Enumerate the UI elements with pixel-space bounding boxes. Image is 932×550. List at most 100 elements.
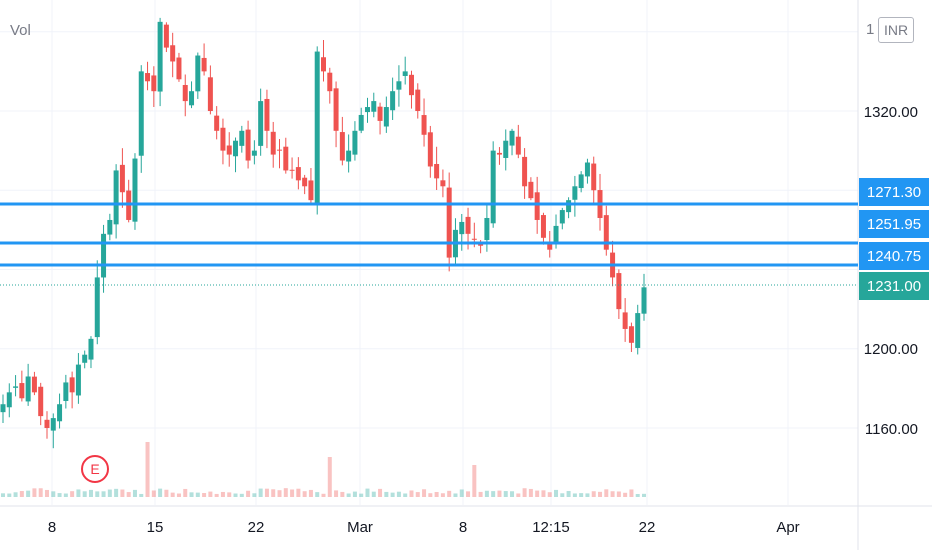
volume-bar <box>164 489 169 497</box>
candle-body <box>119 164 125 193</box>
volume-bar <box>227 492 232 497</box>
volume-bar <box>478 491 483 497</box>
volume-bar <box>151 490 156 497</box>
volume-bar <box>447 490 452 497</box>
volume-bar <box>264 488 269 497</box>
candle-body <box>358 114 364 131</box>
volume-bar <box>38 488 43 497</box>
candle-body <box>321 57 326 72</box>
volume-bar <box>283 488 288 497</box>
level-label: 1251.95 <box>867 216 921 233</box>
x-tick-label: 8 <box>459 519 467 536</box>
candle-body <box>157 21 163 92</box>
volume-bar <box>547 492 552 497</box>
volume-bar <box>220 491 225 497</box>
volume-bar <box>7 493 12 497</box>
volume-bar <box>440 493 445 497</box>
candle-body <box>94 277 100 338</box>
volume-bar <box>233 493 238 497</box>
earnings-marker-icon[interactable]: E <box>81 455 109 483</box>
volume-bar <box>195 492 200 497</box>
volume-bar <box>566 491 571 497</box>
candle-body <box>503 140 509 158</box>
volume-bar <box>19 491 24 497</box>
volume-bar <box>497 490 502 497</box>
candle-body <box>566 200 572 213</box>
volume-bar <box>340 491 345 497</box>
y-tick-label: 1320.00 <box>864 104 918 121</box>
level-label-bg <box>859 178 929 206</box>
candle-body <box>440 180 446 187</box>
candle-body <box>509 130 515 146</box>
volume-bar <box>258 488 263 497</box>
candle-body <box>132 158 138 222</box>
volume-bar <box>26 490 31 497</box>
volume-bar <box>535 490 540 497</box>
candle-body <box>446 187 452 258</box>
candle-body <box>75 364 81 396</box>
volume-label: Vol <box>10 22 31 39</box>
x-tick-label: 22 <box>248 519 265 536</box>
volume-bar <box>378 488 383 497</box>
volume-bar <box>541 490 546 497</box>
price-axis: 1160.00 1200.00 1320.00 <box>864 104 918 438</box>
volume-bar <box>1 493 5 497</box>
volume-bar <box>484 490 489 497</box>
currency-badge[interactable]: INR <box>878 17 914 43</box>
volume-bar <box>472 465 477 497</box>
volume-bar <box>371 491 376 497</box>
candle-body <box>314 51 320 205</box>
candle-body <box>88 338 94 360</box>
volume-bar <box>290 489 295 497</box>
candle-body <box>496 152 502 155</box>
candle-body <box>346 150 352 162</box>
volume-bar <box>308 489 313 497</box>
candle-body <box>195 55 201 92</box>
volume-bar <box>315 492 320 497</box>
volume-bar <box>403 493 408 497</box>
volume-bar <box>252 493 257 497</box>
volume-bar <box>107 489 112 497</box>
candle-body <box>364 107 370 113</box>
volume-bar <box>572 493 577 497</box>
candle-body <box>415 89 421 111</box>
candle-body <box>572 186 578 200</box>
y-tick-label: 1200.00 <box>864 341 918 358</box>
candle-body <box>490 150 496 224</box>
volume-bar <box>635 493 640 497</box>
volume-bar <box>57 493 62 497</box>
candle-body <box>63 382 69 401</box>
volume-bar <box>145 442 150 497</box>
last-price-label: 1231.00 <box>867 278 921 295</box>
candle-body <box>182 84 188 102</box>
candle-body <box>465 216 471 234</box>
y-tick-label: 1160.00 <box>865 421 918 438</box>
candle-body <box>201 57 207 72</box>
volume-bar <box>271 489 276 497</box>
volume-bar <box>466 491 471 497</box>
candle-body <box>628 326 634 343</box>
candle-body <box>145 73 151 82</box>
candle-body <box>226 145 232 155</box>
volume-bar <box>296 488 301 497</box>
candle-body <box>13 386 19 388</box>
candle-body <box>44 419 50 428</box>
candle-body <box>339 132 345 161</box>
candle-body <box>170 45 176 62</box>
volume-bar <box>428 493 433 497</box>
volume-bar <box>459 489 464 497</box>
volume-bar <box>202 493 207 497</box>
volume-bar <box>560 493 565 497</box>
volume-bar <box>415 492 420 497</box>
candle-body <box>138 71 144 156</box>
candle-body <box>396 81 402 90</box>
volume-bar <box>277 490 282 497</box>
volume-bar <box>422 489 427 497</box>
volume-bar <box>101 491 106 497</box>
candle-body <box>390 91 396 111</box>
volume-bar <box>70 491 75 497</box>
candle-body <box>57 404 63 422</box>
candle-body <box>113 170 119 225</box>
candle-body <box>421 115 427 135</box>
